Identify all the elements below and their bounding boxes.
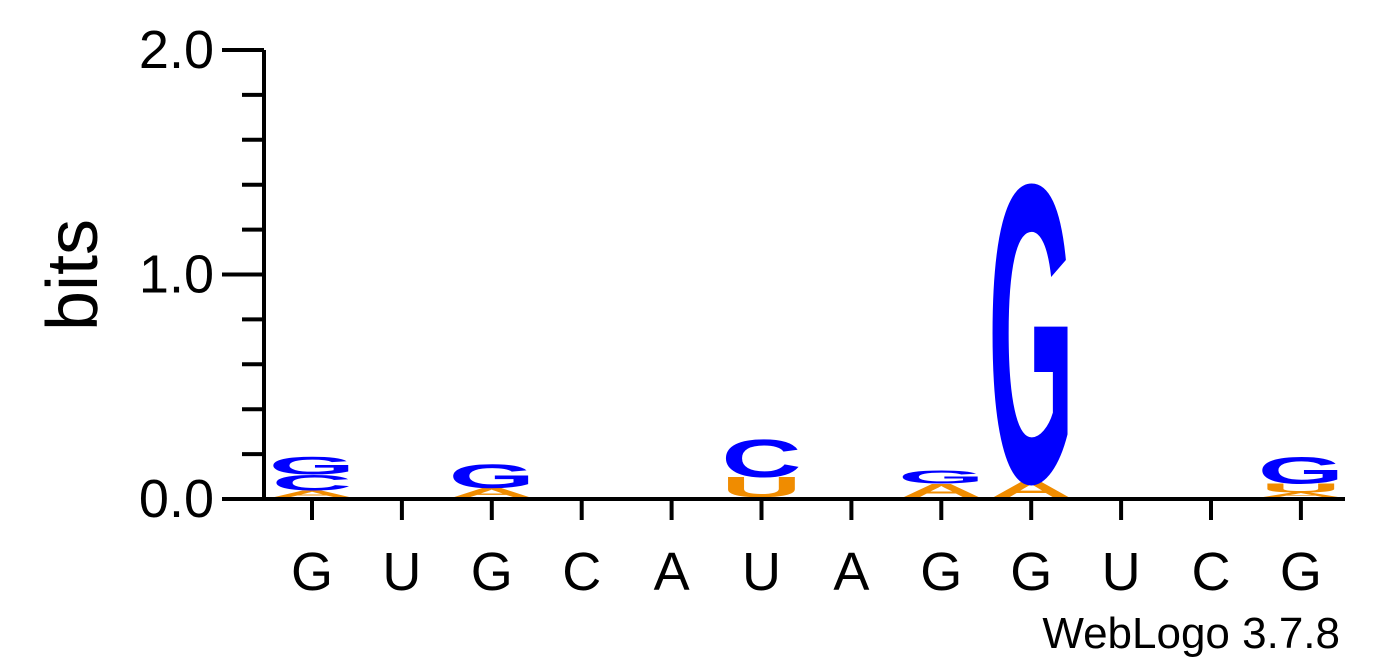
- logo-glyph-c: C: [272, 471, 352, 495]
- y-tick-label: 2.0: [139, 20, 214, 80]
- x-tick-label: U: [1102, 542, 1141, 602]
- y-tick-label: 0.0: [139, 469, 214, 529]
- x-tick-label: G: [471, 542, 513, 602]
- x-tick-label: A: [833, 542, 869, 602]
- logo-glyph-c: C: [721, 429, 801, 488]
- x-tick-label: G: [920, 542, 962, 602]
- logo-glyph-g: G: [449, 457, 535, 495]
- logo-glyph-a: A: [1261, 491, 1341, 498]
- x-tick-label: G: [291, 542, 333, 602]
- logo-glyph-g: G: [1258, 450, 1344, 492]
- x-tick-label: U: [382, 542, 421, 602]
- x-tick-label: G: [1280, 542, 1322, 602]
- logo-glyph-a: A: [272, 489, 352, 499]
- x-tick-label: A: [654, 542, 690, 602]
- logo-glyph-a: A: [901, 480, 981, 501]
- y-ticks: 0.0 1.0 2.0: [139, 20, 264, 529]
- logo-glyph-g: G: [988, 97, 1074, 573]
- logo-glyph-g: G: [269, 452, 355, 480]
- weblogo-footer: WebLogo 3.7.8: [1042, 609, 1340, 658]
- y-tick-label: 1.0: [139, 245, 214, 305]
- x-tick-label: C: [1192, 542, 1231, 602]
- x-tick-label: C: [562, 542, 601, 602]
- axes-layer: [262, 50, 1345, 501]
- x-tick-label: U: [742, 542, 781, 602]
- y-axis-title: bits: [33, 219, 113, 331]
- logo-glyph-g: G: [898, 467, 984, 488]
- logo-glyph-u: U: [1261, 481, 1341, 495]
- logo-glyph-a: A: [452, 486, 532, 500]
- x-tick-label: G: [1010, 542, 1052, 602]
